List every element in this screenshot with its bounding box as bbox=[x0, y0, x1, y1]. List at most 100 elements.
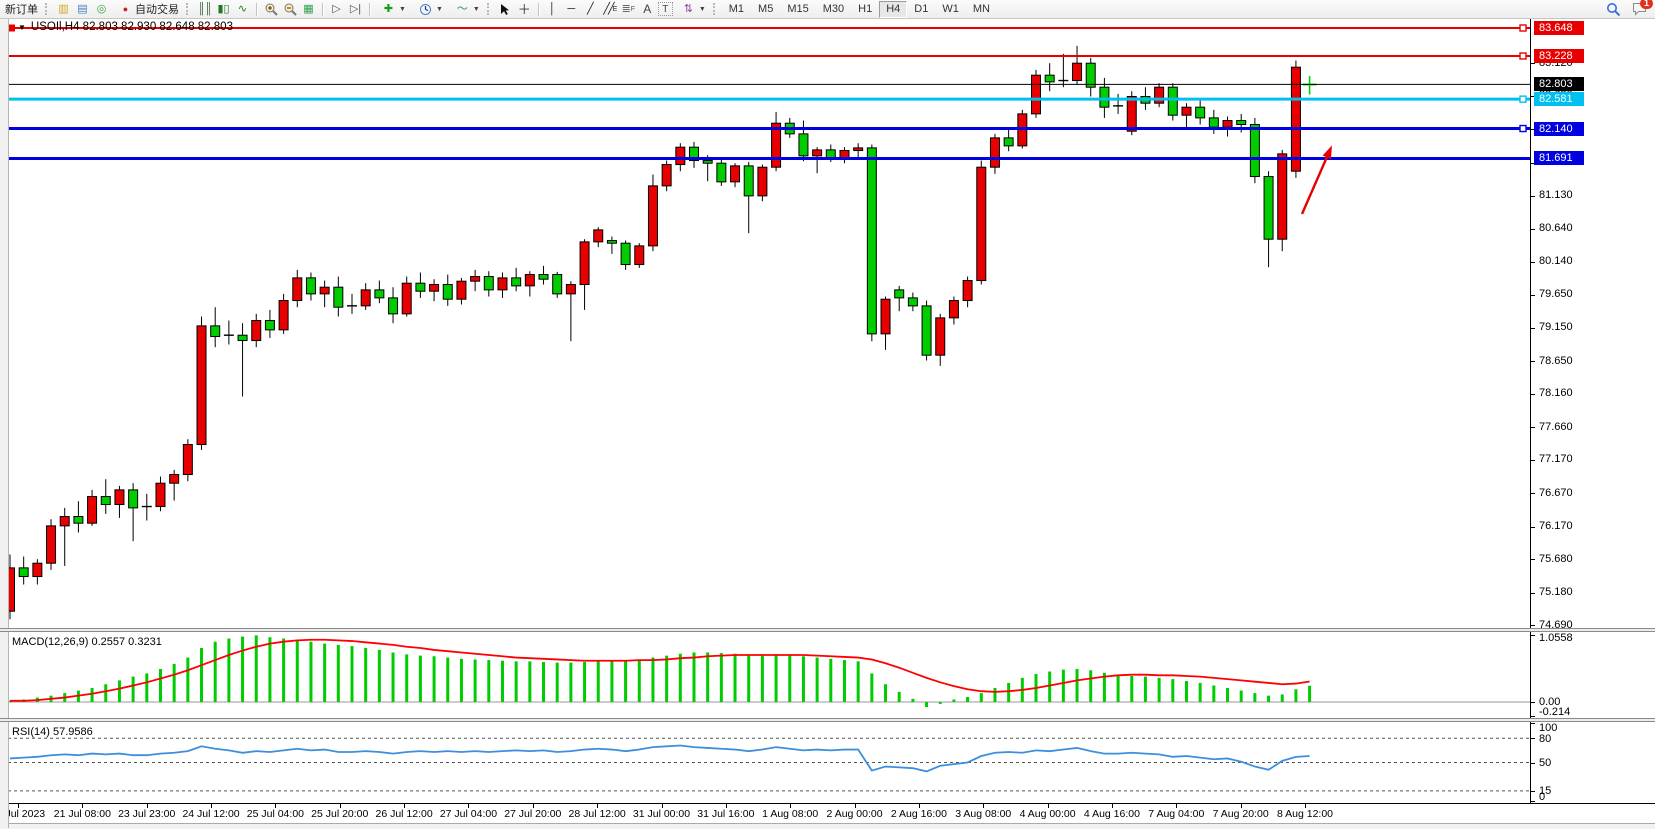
cursor-icon[interactable] bbox=[497, 2, 514, 17]
line-anchor-handle[interactable] bbox=[1519, 52, 1527, 60]
indicators-button[interactable]: ✚ ▼ bbox=[374, 1, 411, 17]
crosshair-icon[interactable]: ＋ bbox=[517, 1, 531, 17]
price-tick-mark bbox=[1531, 95, 1535, 97]
candle bbox=[524, 271, 535, 297]
templates-button[interactable]: 〜 ▼ bbox=[448, 1, 485, 17]
chart-title: ▼ USOIl,H4 82.803 82.930 82.648 82.803 bbox=[18, 21, 233, 33]
candle bbox=[32, 559, 43, 585]
candle bbox=[1044, 63, 1055, 92]
chat-icon[interactable]: 1 bbox=[1631, 0, 1653, 17]
candle bbox=[1222, 116, 1233, 137]
macd-panel[interactable] bbox=[8, 632, 1530, 718]
candle bbox=[1003, 129, 1014, 152]
candle bbox=[1181, 103, 1192, 128]
candle bbox=[333, 276, 344, 317]
timeframe-w1[interactable]: W1 bbox=[942, 2, 959, 15]
price-axis[interactable]: 83.12082.63082.13081.63081.13080.64080.1… bbox=[1530, 18, 1655, 631]
rsi-tick-mark bbox=[1531, 723, 1535, 724]
autotrading-label: 自动交易 bbox=[135, 4, 179, 16]
candle bbox=[305, 272, 316, 301]
time-axis-label: 4 Aug 16:00 bbox=[1083, 808, 1140, 820]
clock-icon bbox=[417, 2, 434, 17]
line-anchor-handle[interactable] bbox=[1519, 24, 1527, 32]
text-icon[interactable]: A bbox=[643, 1, 652, 16]
rsi-panel[interactable] bbox=[8, 722, 1530, 803]
line-anchor-handle[interactable] bbox=[1519, 124, 1527, 133]
bar-chart-icon[interactable]: ║║ bbox=[197, 2, 213, 15]
auto-scroll-icon[interactable]: ▷ bbox=[332, 2, 341, 15]
timeframe-m5[interactable]: M5 bbox=[758, 2, 774, 15]
candle bbox=[1167, 83, 1178, 121]
vertical-line-icon[interactable]: │ bbox=[548, 2, 556, 15]
rsi-tick-label: 50 bbox=[1539, 757, 1552, 769]
candle bbox=[511, 267, 522, 292]
equidistant-channel-icon[interactable]: ╱╱ E bbox=[603, 2, 617, 15]
navigator-icon[interactable]: ◎ bbox=[96, 2, 107, 15]
add-indicator-icon: ✚ bbox=[383, 2, 394, 15]
candle bbox=[128, 483, 139, 542]
market-watch-icon[interactable]: ▥ bbox=[58, 2, 69, 15]
time-tick-mark bbox=[404, 804, 406, 808]
arrow-annotation[interactable] bbox=[1300, 145, 1333, 215]
candle bbox=[114, 485, 125, 518]
toolbar-separator bbox=[322, 2, 323, 16]
new-order-button[interactable]: 新订单 bbox=[5, 4, 38, 16]
candle bbox=[223, 320, 234, 345]
timeframe-m30[interactable]: M30 bbox=[822, 2, 845, 15]
rsi-tick-label: 0 bbox=[1539, 791, 1546, 803]
time-axis-label: 28 Jul 12:00 bbox=[568, 808, 626, 820]
price-tick-label: 77.660 bbox=[1539, 420, 1573, 433]
time-axis-label: 8 Aug 12:00 bbox=[1276, 808, 1334, 820]
search-icon[interactable] bbox=[1605, 2, 1622, 17]
candle bbox=[620, 240, 631, 270]
panel-splitter[interactable] bbox=[0, 628, 1655, 632]
line-anchor-handle[interactable] bbox=[8, 24, 15, 32]
price-tick-label: 76.670 bbox=[1539, 486, 1573, 499]
candle bbox=[948, 296, 959, 325]
macd-tick-mark bbox=[1531, 715, 1535, 717]
macd-tick-mark bbox=[1531, 634, 1535, 636]
candle bbox=[1085, 57, 1096, 97]
time-tick-mark bbox=[1176, 804, 1178, 808]
trendline-icon[interactable]: ╱ bbox=[587, 2, 594, 15]
line-anchor-handle[interactable] bbox=[1519, 95, 1527, 103]
chart-shift-icon[interactable]: ▷| bbox=[349, 2, 362, 15]
candle bbox=[100, 479, 111, 514]
text-label-icon[interactable]: T bbox=[657, 2, 673, 16]
autotrading-button[interactable]: ● 自动交易 bbox=[111, 1, 184, 17]
candle bbox=[415, 272, 426, 298]
candle bbox=[182, 439, 193, 482]
tile-windows-icon[interactable]: ▦ bbox=[303, 2, 314, 15]
zoom-in-icon[interactable] bbox=[262, 2, 279, 17]
line-chart-icon[interactable]: ∿ bbox=[237, 2, 248, 15]
toolbar-separator bbox=[369, 2, 370, 16]
window-bottom-edge bbox=[0, 823, 1655, 829]
candle bbox=[1263, 171, 1274, 268]
fibonacci-icon[interactable]: ≣ F bbox=[621, 2, 636, 15]
time-axis-label: 31 Jul 00:00 bbox=[632, 808, 691, 820]
template-icon: 〜 bbox=[456, 2, 468, 15]
arrows-button[interactable]: ⇅ ▼ bbox=[674, 1, 711, 17]
toolbar-separator bbox=[537, 2, 539, 16]
timeframe-m1[interactable]: M1 bbox=[728, 2, 745, 15]
candlestick-chart-icon[interactable]: ▮▯ bbox=[217, 2, 230, 15]
time-tick-mark bbox=[1047, 804, 1049, 808]
price-line-badge: 83.648 bbox=[1534, 21, 1584, 35]
data-window-icon[interactable]: ▤ bbox=[77, 2, 88, 15]
chevron-down-icon: ▼ bbox=[399, 5, 406, 13]
timeframe-h1[interactable]: H1 bbox=[858, 2, 873, 15]
timeframe-d1[interactable]: D1 bbox=[914, 2, 929, 15]
horizontal-line-icon[interactable]: ─ bbox=[567, 2, 576, 15]
zoom-out-icon[interactable] bbox=[281, 2, 298, 17]
periods-button[interactable]: ▼ bbox=[411, 1, 448, 17]
panel-splitter[interactable] bbox=[0, 718, 1655, 722]
candle bbox=[538, 265, 549, 285]
main-chart-panel[interactable] bbox=[8, 18, 1530, 628]
timeframe-mn[interactable]: MN bbox=[972, 2, 990, 15]
candle bbox=[1290, 60, 1301, 178]
candle bbox=[388, 287, 399, 324]
timeframe-m15[interactable]: M15 bbox=[787, 2, 809, 15]
price-tick-label: 78.650 bbox=[1539, 354, 1573, 367]
time-axis[interactable]: 20 Jul 2023 21 Jul 08:00 23 Jul 23:00 24 Ju… bbox=[0, 803, 1655, 824]
timeframe-h4[interactable]: H4 bbox=[879, 0, 908, 18]
